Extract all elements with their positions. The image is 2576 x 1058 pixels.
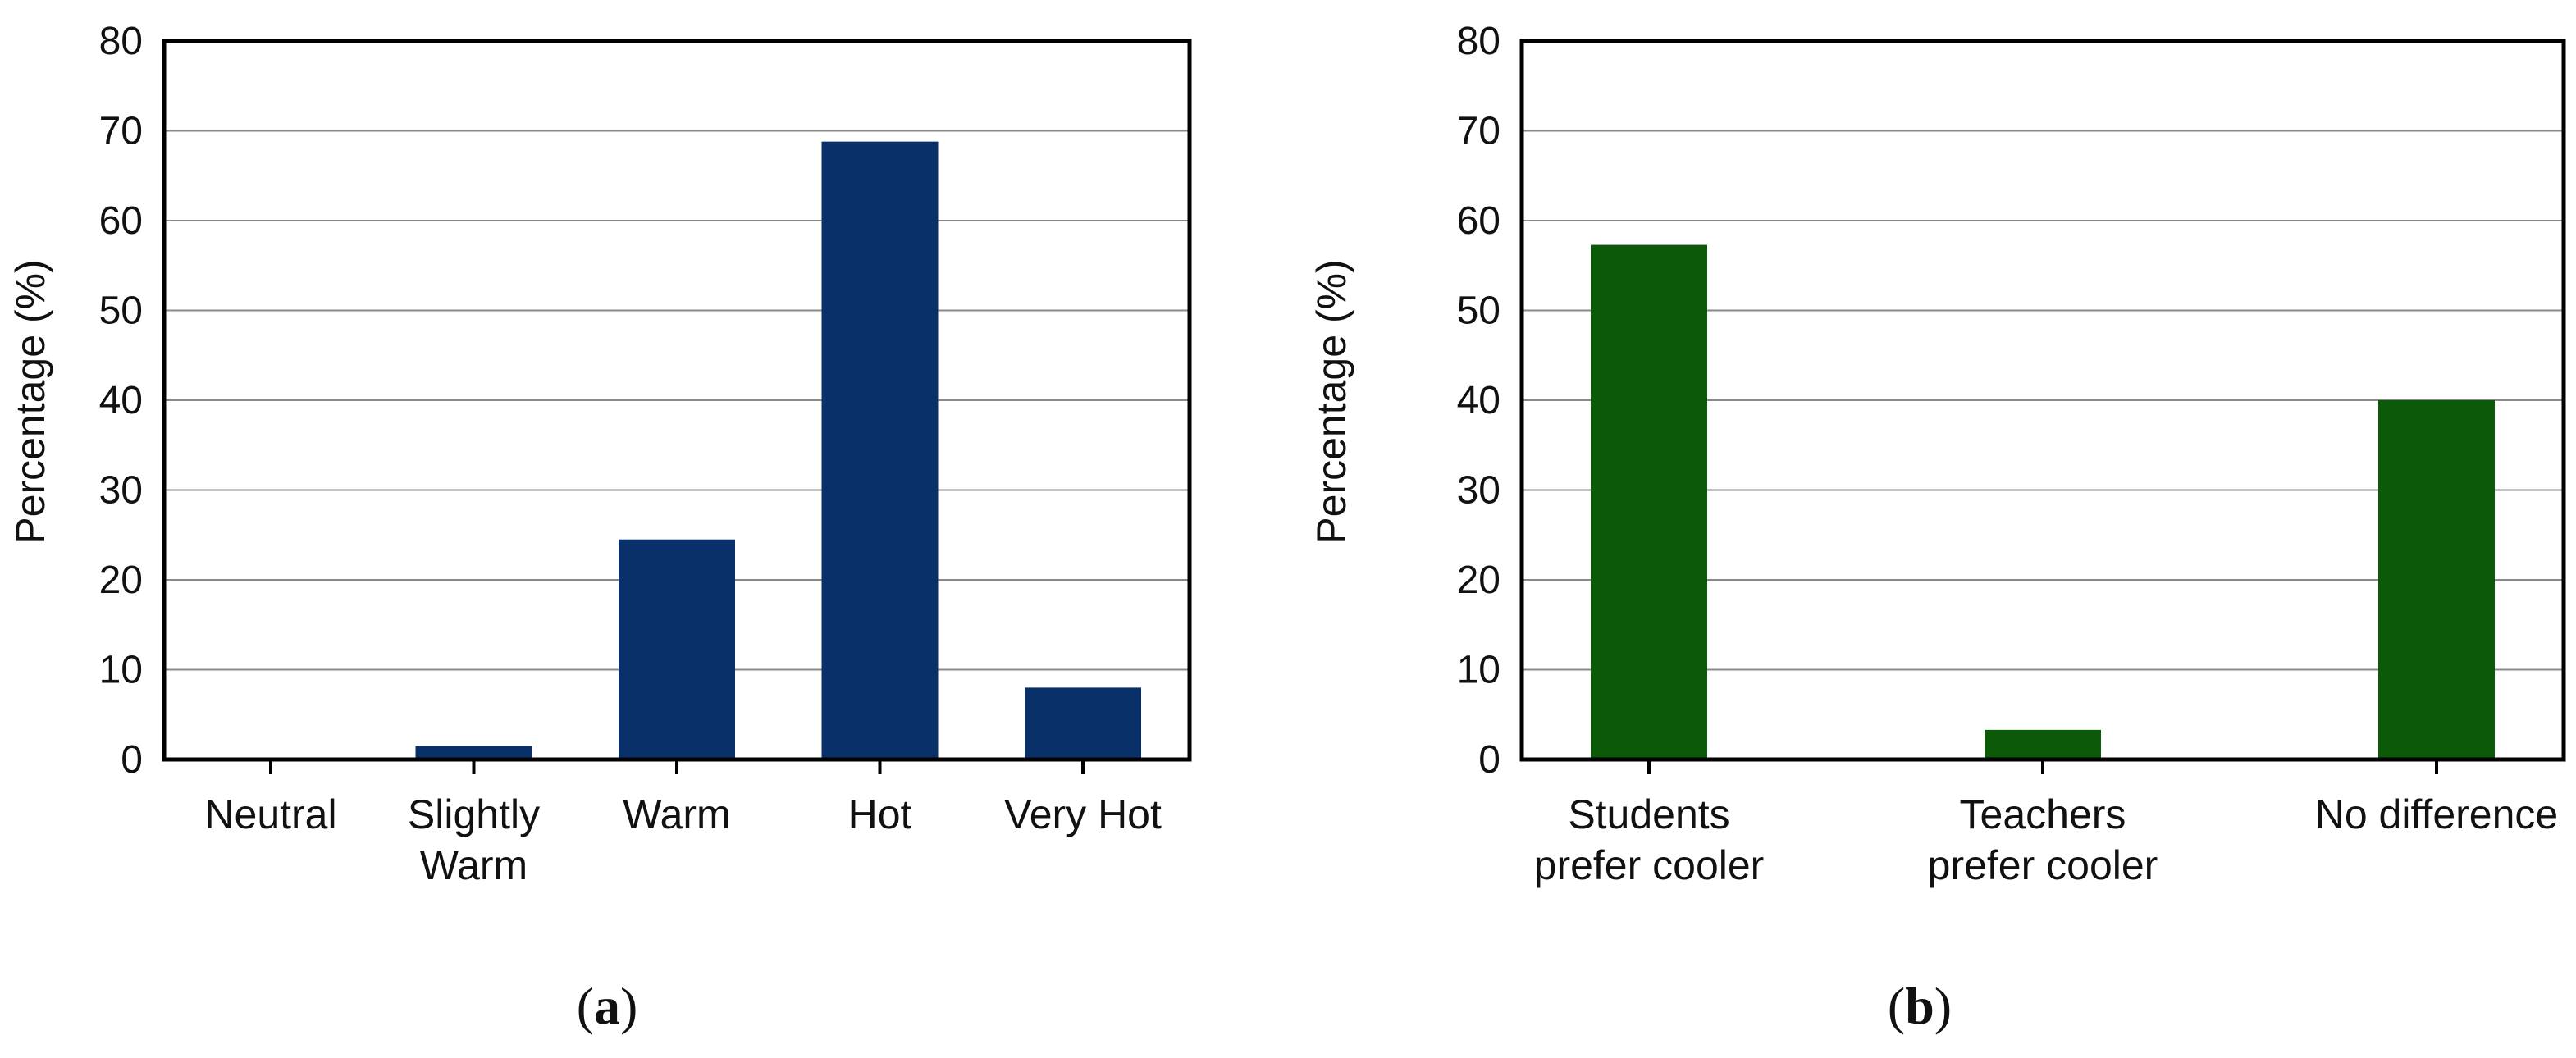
- y-tick-label: 20: [1457, 559, 1500, 602]
- y-tick-label: 80: [1457, 20, 1500, 63]
- y-tick-label: 30: [99, 469, 143, 513]
- x-tick-label: Neutral: [204, 791, 336, 837]
- y-tick-label: 0: [1478, 738, 1500, 782]
- x-tick-label: Students prefer cooler: [1534, 791, 1765, 888]
- chart-panel-b: 0 10 20 30 40 50 60 70 80 Students prefer cooler T…: [1309, 20, 2566, 1035]
- plot-frame: [162, 39, 1192, 762]
- y-tick-label: 10: [1457, 649, 1500, 692]
- y-tick-label: 40: [1457, 379, 1500, 422]
- y-tick-label: 0: [121, 738, 143, 782]
- y-tick-label: 40: [99, 379, 143, 422]
- x-tick-label: Very Hot: [1004, 791, 1162, 837]
- x-tick-label: Slightly Warm: [408, 791, 540, 888]
- x-tick-label: Hot: [848, 791, 912, 837]
- y-tick-label: 50: [99, 290, 143, 333]
- bars: [415, 141, 1141, 759]
- y-tick-label: 60: [1457, 199, 1500, 243]
- y-axis-title: Percentage (%): [1309, 259, 1354, 544]
- bars: [1591, 244, 2495, 759]
- y-tick-label: 60: [99, 199, 143, 243]
- y-tick-label: 10: [99, 649, 143, 692]
- x-tick-labels: Students prefer cooler Teachers prefer cool…: [1534, 759, 2558, 888]
- bar: [1025, 687, 1141, 759]
- panel-label-b: (b): [1888, 977, 1952, 1035]
- y-tick-label: 50: [1457, 290, 1500, 333]
- y-tick-labels: 0 10 20 30 40 50 60 70 80: [99, 20, 143, 782]
- y-tick-label: 70: [1457, 110, 1500, 153]
- bar: [2378, 400, 2495, 759]
- bar: [619, 539, 735, 759]
- gridlines: [164, 130, 1190, 671]
- y-tick-label: 20: [99, 559, 143, 602]
- bar: [1985, 729, 2101, 759]
- x-tick-label: Warm: [623, 791, 730, 837]
- x-tick-label: No difference: [2315, 791, 2558, 837]
- y-axis-title: Percentage (%): [7, 259, 53, 544]
- panel-label-a: (a): [577, 977, 638, 1035]
- bar: [415, 746, 532, 759]
- plot-frame: [1519, 39, 2566, 762]
- bar: [821, 141, 939, 759]
- y-tick-label: 30: [1457, 469, 1500, 513]
- y-tick-label: 80: [99, 20, 143, 63]
- y-tick-label: 70: [99, 110, 143, 153]
- x-tick-labels: Neutral Slightly Warm Warm Hot Very Hot: [204, 759, 1162, 888]
- x-tick-label: Teachers prefer cooler: [1928, 791, 2158, 888]
- bar: [1591, 244, 1707, 759]
- y-tick-labels: 0 10 20 30 40 50 60 70 80: [1457, 20, 1500, 782]
- chart-panel-a: 0 10 20 30 40 50 60 70 80 Neutral Slightly Warm War…: [7, 20, 1192, 1035]
